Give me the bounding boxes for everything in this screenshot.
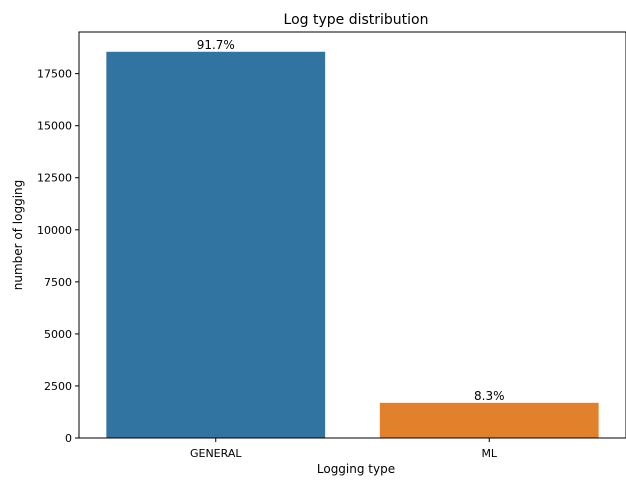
y-tick-label: 0: [65, 432, 72, 445]
y-tick-label: 17500: [37, 68, 72, 81]
bar-ml: [379, 402, 599, 438]
x-axis: GENERAL ML: [190, 438, 498, 460]
y-tick-label: 15000: [37, 120, 72, 133]
y-axis: 0 2500 5000 7500 10000 12500 15000 17500: [37, 68, 79, 445]
data-labels-layer: 91.7% 8.3%: [197, 38, 505, 403]
data-label-general: 91.7%: [197, 38, 235, 52]
chart-title: Log type distribution: [284, 12, 429, 28]
bars-layer: [106, 51, 599, 439]
x-tick-label-ml: ML: [481, 447, 497, 460]
y-tick-label: 2500: [44, 380, 72, 393]
y-tick-label: 12500: [37, 172, 72, 185]
y-tick-label: 7500: [44, 276, 72, 289]
plot-frame: [78, 31, 626, 439]
y-tick-label: 5000: [44, 328, 72, 341]
y-axis-label: number of logging: [11, 180, 25, 291]
x-axis-label: Logging type: [317, 462, 395, 476]
data-label-ml: 8.3%: [474, 389, 505, 403]
bar-general: [106, 51, 326, 439]
x-tick-label-general: GENERAL: [190, 447, 242, 460]
y-tick-label: 10000: [37, 224, 72, 237]
